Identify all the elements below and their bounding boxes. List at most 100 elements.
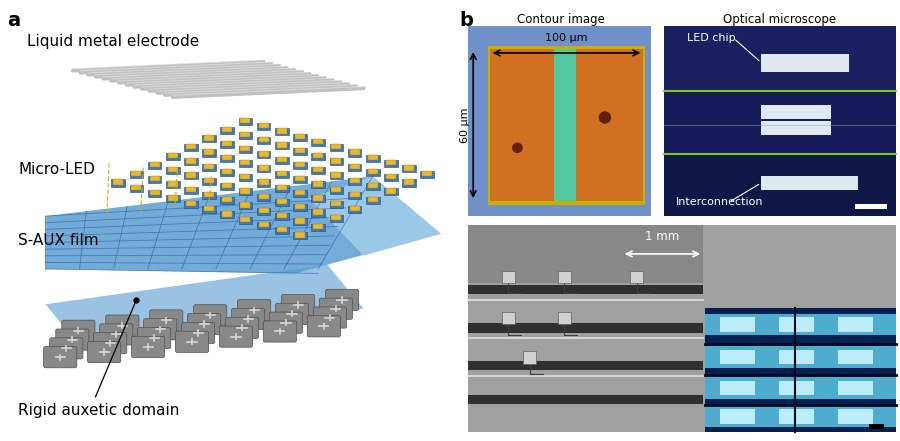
Bar: [240, 160, 250, 165]
Bar: [779, 350, 814, 364]
Bar: [113, 179, 123, 185]
Bar: [167, 153, 177, 158]
Bar: [313, 195, 323, 201]
Bar: [384, 174, 398, 181]
FancyBboxPatch shape: [182, 322, 215, 344]
Bar: [468, 323, 703, 333]
Bar: [349, 164, 359, 169]
Bar: [368, 183, 378, 188]
Bar: [295, 190, 305, 195]
Bar: [311, 153, 325, 160]
Bar: [721, 381, 755, 396]
Bar: [347, 149, 361, 157]
Bar: [347, 206, 361, 213]
Bar: [202, 164, 216, 171]
Bar: [576, 49, 644, 201]
Bar: [202, 192, 216, 199]
Bar: [349, 192, 359, 197]
Bar: [238, 174, 252, 181]
FancyBboxPatch shape: [264, 321, 296, 342]
Bar: [184, 158, 198, 165]
Circle shape: [598, 111, 611, 123]
FancyBboxPatch shape: [225, 317, 258, 338]
Bar: [839, 409, 873, 424]
Bar: [293, 148, 307, 155]
Bar: [275, 128, 289, 135]
Bar: [295, 204, 305, 209]
Bar: [386, 188, 396, 194]
Bar: [240, 217, 250, 222]
Bar: [779, 381, 814, 396]
Bar: [502, 270, 515, 283]
Bar: [275, 142, 289, 149]
Bar: [204, 192, 214, 197]
Bar: [277, 157, 287, 162]
Bar: [468, 361, 703, 370]
Text: Liquid metal electrode: Liquid metal electrode: [27, 34, 200, 49]
Text: 1 mm: 1 mm: [645, 230, 680, 243]
Polygon shape: [45, 265, 364, 348]
FancyBboxPatch shape: [238, 299, 271, 321]
Bar: [347, 178, 361, 185]
Bar: [855, 204, 886, 209]
Bar: [240, 132, 250, 137]
Bar: [311, 209, 325, 217]
Bar: [167, 181, 177, 187]
Bar: [204, 206, 214, 211]
Bar: [721, 350, 755, 364]
Bar: [386, 160, 396, 165]
Bar: [204, 164, 214, 169]
Bar: [404, 179, 414, 185]
FancyBboxPatch shape: [231, 308, 265, 329]
Bar: [349, 206, 359, 211]
Bar: [721, 317, 755, 332]
Bar: [204, 178, 214, 183]
Bar: [240, 146, 250, 151]
Bar: [366, 155, 380, 162]
Polygon shape: [309, 176, 441, 256]
Bar: [240, 174, 250, 179]
Bar: [554, 49, 576, 201]
Bar: [488, 46, 645, 206]
Bar: [706, 406, 896, 427]
Bar: [204, 149, 214, 155]
Bar: [422, 171, 432, 176]
Bar: [295, 176, 305, 181]
Bar: [490, 49, 554, 201]
Bar: [238, 118, 252, 125]
Bar: [186, 172, 196, 178]
FancyBboxPatch shape: [326, 289, 358, 310]
Bar: [222, 141, 232, 146]
Bar: [277, 199, 287, 204]
FancyBboxPatch shape: [307, 316, 340, 337]
Bar: [238, 188, 252, 195]
Bar: [130, 171, 143, 178]
Bar: [256, 137, 270, 144]
Bar: [258, 123, 268, 128]
Bar: [130, 185, 143, 192]
Bar: [222, 127, 232, 132]
Bar: [148, 162, 161, 169]
Bar: [258, 222, 268, 227]
Bar: [664, 26, 896, 91]
Bar: [630, 270, 644, 283]
Polygon shape: [45, 176, 441, 273]
Bar: [184, 172, 198, 179]
Bar: [313, 139, 323, 144]
Bar: [222, 155, 232, 160]
FancyBboxPatch shape: [144, 319, 176, 340]
Bar: [184, 187, 198, 194]
Bar: [184, 144, 198, 151]
Bar: [220, 127, 234, 134]
Bar: [186, 144, 196, 149]
Bar: [839, 350, 873, 364]
Text: Contour image: Contour image: [518, 13, 606, 26]
FancyBboxPatch shape: [275, 303, 309, 325]
Bar: [293, 134, 307, 141]
Bar: [275, 185, 289, 192]
Bar: [368, 197, 378, 202]
Bar: [167, 167, 177, 172]
Bar: [220, 211, 234, 218]
Bar: [329, 201, 343, 208]
Bar: [664, 153, 896, 216]
